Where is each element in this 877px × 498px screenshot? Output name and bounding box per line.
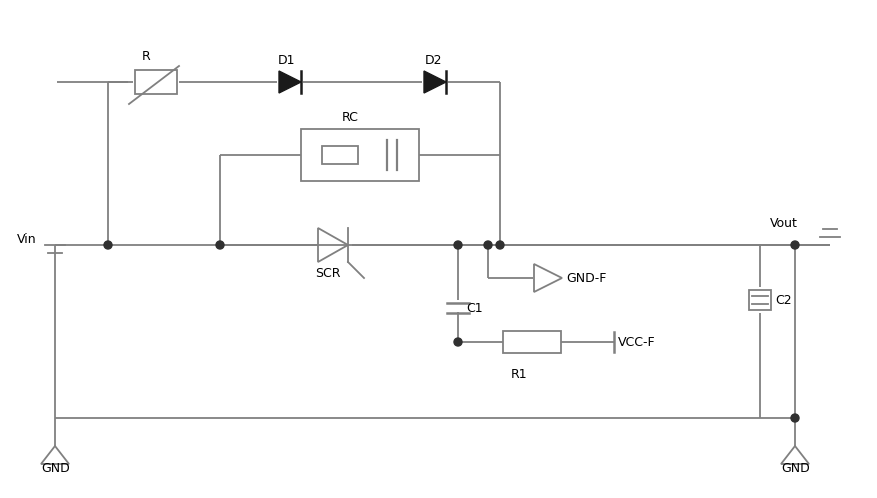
Polygon shape [424, 71, 446, 93]
Text: R1: R1 [510, 368, 527, 380]
Text: GND: GND [41, 462, 69, 475]
Circle shape [790, 241, 798, 249]
Circle shape [453, 338, 461, 346]
Text: GND: GND [781, 462, 809, 475]
Text: C1: C1 [466, 301, 482, 315]
Circle shape [483, 241, 491, 249]
Polygon shape [279, 71, 301, 93]
Text: Vin: Vin [17, 233, 37, 246]
Circle shape [496, 241, 503, 249]
Circle shape [790, 414, 798, 422]
Text: C2: C2 [774, 293, 791, 306]
Text: D1: D1 [278, 53, 296, 67]
Circle shape [103, 241, 112, 249]
Circle shape [216, 241, 224, 249]
Bar [748, 290, 770, 310]
Text: Vout: Vout [769, 217, 797, 230]
Text: SCR: SCR [315, 266, 340, 279]
Bar [503, 331, 560, 353]
Text: R: R [141, 49, 150, 63]
Text: VCC-F: VCC-F [617, 336, 655, 349]
Text: GND-F: GND-F [566, 271, 606, 284]
Text: RC: RC [342, 111, 359, 124]
Text: D2: D2 [424, 53, 442, 67]
Bar [135, 70, 177, 94]
Bar [301, 129, 418, 181]
Circle shape [453, 241, 461, 249]
Bar [322, 146, 358, 164]
